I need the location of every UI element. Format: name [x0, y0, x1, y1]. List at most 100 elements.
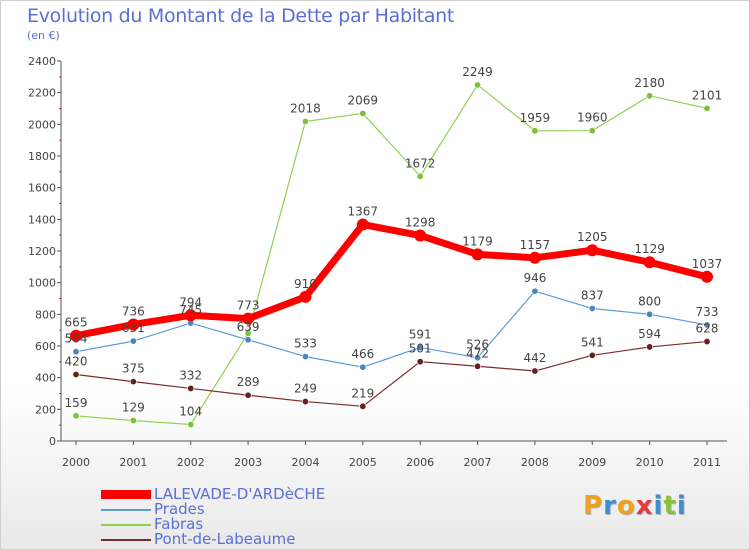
legend-label: Pont-de-Labeaume — [154, 530, 296, 548]
data-point — [127, 318, 140, 331]
series-line — [75, 290, 708, 368]
x-tick-label: 2008 — [521, 456, 549, 469]
y-tick-label: 1000 — [28, 277, 56, 290]
data-point — [701, 270, 713, 283]
data-point — [72, 370, 80, 378]
data-label: 628 — [696, 322, 719, 336]
data-label: 472 — [466, 346, 489, 360]
data-point — [244, 336, 252, 344]
data-label: 733 — [696, 305, 719, 319]
data-point — [359, 109, 367, 117]
data-label: 1960 — [577, 111, 608, 125]
data-label: 2101 — [692, 88, 723, 102]
data-point — [646, 343, 654, 351]
data-point — [129, 417, 137, 425]
y-tick-label: 2200 — [28, 87, 56, 100]
data-label: 2069 — [348, 93, 379, 107]
data-label: 375 — [122, 362, 145, 376]
data-label: 332 — [179, 368, 202, 382]
chart-title: Evolution du Montant de la Dette par Hab… — [27, 5, 455, 27]
data-point — [416, 358, 424, 366]
x-tick-label: 2002 — [177, 456, 205, 469]
logo-letter: i — [653, 491, 664, 521]
data-point — [416, 172, 424, 180]
data-point — [129, 337, 137, 345]
data-point — [531, 367, 539, 375]
data-point — [301, 398, 309, 406]
y-tick-label: 1800 — [28, 150, 56, 163]
legend-label: Prades — [154, 500, 205, 518]
data-label: 665 — [65, 316, 88, 330]
legend-swatch — [101, 523, 151, 526]
data-label: 501 — [409, 342, 432, 356]
data-point — [586, 244, 599, 257]
data-point — [70, 329, 82, 342]
data-point — [646, 310, 654, 318]
data-point — [414, 229, 427, 242]
data-point — [244, 391, 252, 399]
data-label: 289 — [237, 375, 260, 389]
data-point — [416, 343, 424, 351]
data-label: 219 — [351, 386, 374, 400]
data-point — [356, 218, 369, 231]
data-point — [129, 378, 137, 386]
data-label: 1959 — [520, 111, 551, 125]
data-label: 1205 — [577, 230, 608, 244]
series-prades — [72, 287, 711, 371]
legend-swatch — [101, 490, 151, 499]
y-tick-label: 200 — [35, 403, 56, 416]
data-label: 526 — [466, 338, 489, 352]
data-label: 837 — [581, 288, 604, 302]
data-point — [588, 127, 596, 135]
x-tick-label: 2011 — [693, 456, 721, 469]
x-tick-label: 2003 — [234, 456, 262, 469]
data-label: 1672 — [405, 156, 436, 170]
data-point — [474, 354, 482, 362]
data-point — [359, 363, 367, 371]
data-label: 1157 — [520, 238, 551, 252]
proxiti-logo: Proxiti — [583, 491, 687, 521]
data-label: 800 — [638, 294, 661, 308]
y-tick-label: 1200 — [28, 245, 56, 258]
data-label: 2180 — [634, 76, 665, 90]
data-point — [588, 304, 596, 312]
data-point — [187, 421, 195, 429]
data-label: 639 — [237, 320, 260, 334]
data-label: 1298 — [405, 215, 436, 229]
data-label: 129 — [122, 401, 145, 415]
series-fabras — [72, 81, 711, 429]
data-label: 794 — [179, 295, 202, 309]
x-tick-label: 2006 — [406, 456, 434, 469]
data-label: 104 — [179, 405, 202, 419]
data-point — [242, 312, 255, 325]
data-point — [301, 117, 309, 125]
y-tick-label: 800 — [35, 308, 56, 321]
x-tick-label: 2001 — [119, 456, 147, 469]
legend-swatch — [101, 508, 151, 511]
x-tick-label: 2000 — [62, 456, 90, 469]
data-label: 1179 — [462, 234, 493, 248]
data-label: 442 — [523, 351, 546, 365]
x-tick-label: 2005 — [349, 456, 377, 469]
x-tick-label: 2010 — [636, 456, 664, 469]
y-tick-label: 400 — [35, 372, 56, 385]
data-label: 1367 — [348, 205, 379, 219]
logo-letter: o — [616, 491, 636, 521]
data-point — [359, 402, 367, 410]
series-line — [72, 221, 711, 340]
x-tick-label: 2009 — [578, 456, 606, 469]
series-line — [75, 340, 708, 407]
x-tick-label: 2007 — [464, 456, 492, 469]
data-point — [187, 384, 195, 392]
data-label: 591 — [409, 327, 432, 341]
data-point — [703, 321, 711, 329]
data-label: 773 — [237, 299, 260, 313]
series-line — [75, 84, 708, 426]
data-point — [72, 348, 80, 356]
data-label: 910 — [294, 277, 317, 291]
series-lalevade-d-ard-che — [70, 218, 713, 342]
y-tick-label: 1400 — [28, 213, 56, 226]
data-label: 736 — [122, 304, 145, 318]
data-label: 631 — [122, 321, 145, 335]
